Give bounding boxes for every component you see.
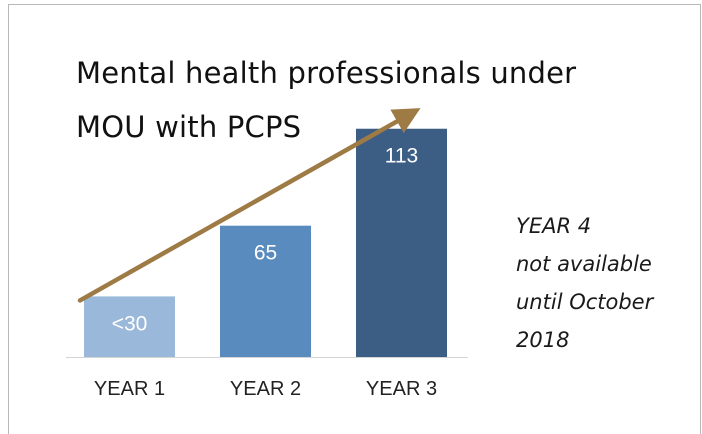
category-label-1: YEAR 1 (94, 378, 165, 400)
trend-arrow (77, 108, 421, 303)
chart-frame (8, 4, 701, 434)
note-line-1: YEAR 4 (516, 214, 592, 238)
chart-title-line-2: MOU with PCPS (76, 110, 302, 144)
chart-title-line-1: Mental health professionals under (76, 56, 577, 90)
category-label-3: YEAR 3 (366, 378, 437, 400)
bar-1 (84, 296, 175, 357)
value-label-3: 113 (385, 145, 418, 168)
category-label-2: YEAR 2 (230, 378, 301, 400)
bar-3 (356, 128, 447, 357)
note-line-3: until October (516, 290, 654, 314)
bar-2 (220, 225, 311, 357)
note-line-2: not available (516, 252, 652, 276)
value-label-2: 65 (254, 242, 277, 265)
note-line-4: 2018 (516, 328, 570, 352)
value-label-1: <30 (112, 312, 148, 335)
